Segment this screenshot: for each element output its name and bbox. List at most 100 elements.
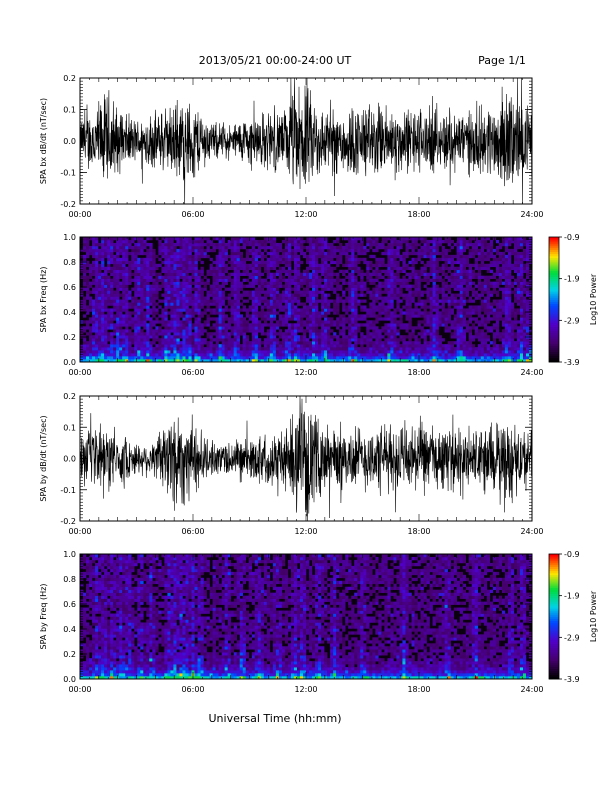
spectrogram-cell xyxy=(143,242,147,247)
spectrogram-cell xyxy=(119,308,123,312)
spectrogram-cell xyxy=(167,263,171,268)
spectrogram-cell xyxy=(444,356,448,360)
spectrogram-cell xyxy=(269,335,274,339)
spectrogram-cell xyxy=(293,353,298,357)
spectrogram-cell xyxy=(86,278,90,282)
spectrogram-cell xyxy=(260,329,265,333)
spectrogram-cell xyxy=(194,299,198,303)
spectrogram-cell xyxy=(257,326,262,330)
spectrogram-cell xyxy=(333,290,337,294)
spectrogram-cell xyxy=(450,332,454,336)
spectrogram-cell xyxy=(119,311,123,315)
spectrogram-cell xyxy=(351,329,355,333)
spectrogram-cell xyxy=(351,302,355,306)
spectrogram-cell xyxy=(110,350,114,354)
spectrogram-cell xyxy=(167,305,171,309)
spectrogram-cell xyxy=(390,242,394,247)
spectrogram-cell xyxy=(315,269,319,274)
spectrogram-cell xyxy=(89,263,93,268)
spectrogram-cell xyxy=(95,237,99,241)
spectrogram-cell xyxy=(351,239,355,244)
spectrogram-cell xyxy=(384,356,388,360)
spectrogram-cell xyxy=(116,248,120,253)
spectrogram-cell xyxy=(284,302,289,306)
spectrogram-cell xyxy=(477,251,482,256)
spectrogram-cell xyxy=(263,344,268,348)
spectrogram-cell xyxy=(438,311,442,315)
spectrogram-cell xyxy=(296,326,301,330)
spectrogram-cell xyxy=(131,272,135,276)
spectrogram-cell xyxy=(143,317,147,321)
spectrogram-cell xyxy=(327,278,331,282)
spectrogram-cell xyxy=(462,290,466,294)
spectrogram-cell xyxy=(182,341,186,345)
spectrogram-cell xyxy=(290,269,295,274)
spectrogram-cell xyxy=(266,245,271,250)
spectrogram-cell xyxy=(215,263,219,268)
spectrogram-cell xyxy=(459,293,463,297)
spectrogram-cell xyxy=(321,242,325,247)
spectrogram-cell xyxy=(444,296,448,300)
spectrogram-cell xyxy=(194,332,198,336)
spectrogram-cell xyxy=(456,353,460,357)
spectrogram-cell xyxy=(483,308,488,312)
spectrogram-cell xyxy=(287,272,292,276)
spectrogram-cell xyxy=(149,260,153,265)
spectrogram-cell xyxy=(248,314,253,318)
spectrogram-cell xyxy=(333,341,337,345)
spectrogram-cell xyxy=(453,317,457,321)
spectrogram-cell xyxy=(372,278,376,282)
spectrogram-cell xyxy=(459,305,463,309)
spectrogram-cell xyxy=(140,275,144,279)
spectrogram-cell xyxy=(224,308,228,312)
spectrogram-cell xyxy=(342,302,346,306)
spectrogram-cell xyxy=(149,293,153,297)
spectrogram-cell xyxy=(287,335,292,339)
spectrogram-cell xyxy=(432,344,436,348)
spectrogram-cell xyxy=(471,290,476,294)
spectrogram-cell xyxy=(278,266,283,271)
spectrogram-cell xyxy=(405,281,409,285)
spectrogram-cell xyxy=(233,266,237,271)
spectrogram-cell xyxy=(345,311,349,315)
spectrogram-cell xyxy=(287,332,292,336)
spectrogram-cell xyxy=(468,311,473,315)
spectrogram-cell xyxy=(435,320,439,324)
spectrogram-cell xyxy=(233,338,237,342)
spectrogram-cell xyxy=(306,275,310,279)
spectrogram-cell xyxy=(483,359,488,363)
spectrogram-cell xyxy=(441,356,445,360)
spectrogram-cell xyxy=(423,254,427,259)
spectrogram-cell xyxy=(489,356,494,360)
spectrogram-cell xyxy=(104,326,108,330)
spectrogram-cell xyxy=(107,350,111,354)
spectrogram-cell xyxy=(429,248,433,253)
spectrogram-cell xyxy=(221,266,225,271)
spectrogram-cell xyxy=(206,248,210,253)
spectrogram-cell xyxy=(299,320,304,324)
spectrogram-cell xyxy=(411,275,415,279)
spectrogram-cell xyxy=(351,317,355,321)
spectrogram-cell xyxy=(372,353,376,357)
spectrogram-cell xyxy=(134,350,138,354)
spectrogram-cell xyxy=(242,245,247,250)
spectrogram-cell xyxy=(200,344,204,348)
spectrogram-cell xyxy=(420,311,424,315)
spectrogram-cell xyxy=(480,320,485,324)
spectrogram-cell xyxy=(209,335,213,339)
spectrogram-cell xyxy=(369,359,373,363)
spectrogram-cell xyxy=(116,317,120,321)
spectrogram-cell xyxy=(456,266,460,271)
spectrogram-cell xyxy=(462,338,466,342)
spectrogram-cell xyxy=(92,350,96,354)
spectrogram-cell xyxy=(429,314,433,318)
spectrogram-cell xyxy=(134,344,138,348)
spectrogram-cell xyxy=(432,326,436,330)
spectrogram-cell xyxy=(86,359,90,363)
spectrogram-cell xyxy=(299,251,304,256)
spectrogram-cell xyxy=(330,329,334,333)
spectrogram-cell xyxy=(447,302,451,306)
spectrogram-cell xyxy=(185,350,189,354)
spectrogram-cell xyxy=(137,272,141,276)
spectrogram-cell xyxy=(230,254,234,259)
